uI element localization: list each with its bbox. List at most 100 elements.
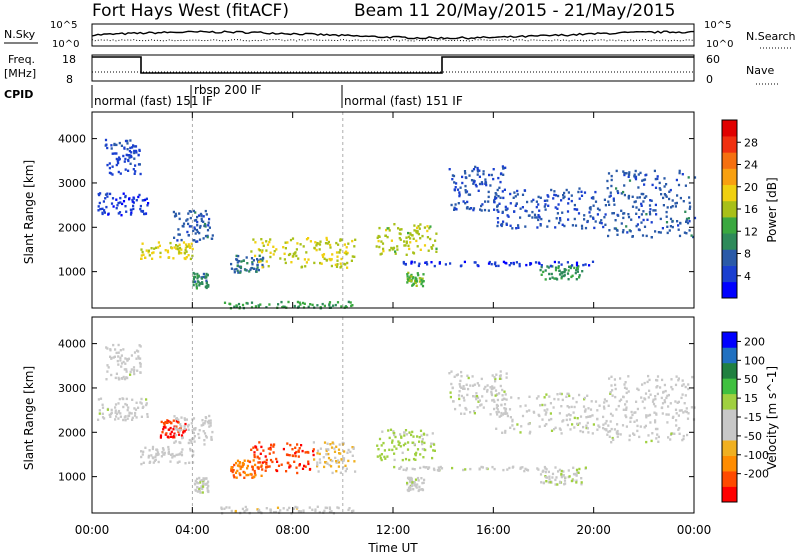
data-cell	[622, 395, 625, 398]
data-cell	[417, 479, 420, 482]
data-cell	[139, 362, 142, 366]
data-cell	[235, 254, 238, 258]
data-cell	[572, 411, 575, 414]
data-cell	[478, 384, 481, 387]
data-cell	[294, 505, 297, 509]
data-cell	[458, 193, 461, 196]
data-cell	[145, 197, 148, 200]
data-cell	[195, 285, 198, 288]
data-cell	[613, 428, 616, 431]
data-cell	[484, 178, 487, 181]
data-cell	[200, 277, 203, 280]
y-tick-label: 1000	[58, 471, 86, 484]
data-cell	[131, 146, 134, 149]
data-cell	[488, 173, 491, 177]
data-cell	[410, 484, 414, 488]
data-cell	[394, 252, 397, 255]
data-cell	[604, 213, 607, 216]
data-cell	[548, 478, 551, 481]
data-cell	[250, 257, 254, 260]
data-cell	[676, 220, 679, 223]
data-cell	[689, 205, 692, 208]
data-cell	[504, 409, 507, 412]
data-cell	[268, 303, 271, 306]
data-cell	[309, 303, 312, 306]
data-cell	[393, 452, 396, 455]
data-cell	[427, 249, 430, 252]
freq-label: Freq.	[8, 53, 35, 66]
data-cell	[194, 280, 197, 283]
data-cell	[622, 170, 625, 173]
data-cell	[500, 172, 503, 175]
data-cell	[128, 411, 131, 414]
data-cell	[308, 506, 311, 509]
data-cell	[338, 251, 341, 254]
data-cell	[117, 201, 120, 205]
data-cell	[625, 172, 628, 175]
data-cell	[682, 437, 685, 441]
data-cell	[468, 174, 471, 177]
data-cell	[418, 280, 421, 283]
data-cell	[537, 203, 540, 206]
data-cell	[560, 275, 563, 278]
data-cell	[245, 269, 248, 272]
data-cell	[351, 255, 354, 258]
data-cell	[399, 238, 402, 241]
data-cell	[403, 434, 406, 437]
data-cell	[565, 418, 568, 422]
x-tick-label: 20:00	[576, 523, 611, 537]
data-cell	[551, 476, 554, 479]
data-cell	[673, 432, 676, 435]
data-cell	[536, 226, 539, 229]
data-cell	[295, 450, 298, 454]
data-cell	[176, 245, 179, 248]
data-cell	[172, 257, 175, 260]
data-cell	[588, 211, 591, 214]
data-cell	[305, 251, 308, 254]
data-cell	[203, 222, 207, 226]
data-cell	[562, 470, 565, 473]
data-cell	[137, 355, 140, 358]
data-cell	[657, 440, 660, 443]
data-cell	[460, 375, 463, 378]
data-cell	[405, 236, 408, 239]
data-cell	[265, 465, 268, 469]
data-cell	[610, 174, 613, 178]
data-cell	[347, 459, 350, 463]
data-cell	[494, 377, 497, 381]
data-cell	[495, 427, 498, 430]
data-cell	[573, 426, 576, 429]
data-cell	[677, 377, 680, 380]
data-cell	[422, 465, 425, 469]
colorbar-tick-label: 20	[744, 181, 758, 194]
colorbar-block	[722, 184, 737, 202]
data-cell	[329, 243, 332, 247]
data-cell	[421, 440, 424, 443]
data-cell	[645, 414, 648, 417]
data-cell	[412, 283, 415, 286]
data-cell	[575, 269, 578, 272]
data-cell	[674, 408, 678, 411]
data-cell	[196, 274, 199, 278]
data-cell	[198, 238, 202, 241]
data-cell	[263, 460, 266, 464]
data-cell	[483, 208, 487, 212]
data-cell	[537, 218, 540, 222]
data-cell	[133, 372, 136, 376]
data-cell	[249, 472, 252, 476]
data-cell	[194, 240, 198, 243]
data-cell	[410, 279, 413, 282]
data-cell	[190, 440, 193, 443]
data-cell	[169, 432, 172, 436]
data-cell	[646, 218, 649, 221]
data-cell	[413, 443, 416, 446]
data-cell	[560, 469, 563, 473]
data-cell	[567, 197, 570, 201]
data-cell	[335, 241, 338, 245]
data-cell	[202, 272, 205, 276]
data-cell	[403, 240, 406, 243]
data-cell	[511, 420, 514, 423]
data-cell	[548, 475, 551, 478]
data-cell	[299, 243, 302, 246]
data-cell	[122, 348, 125, 351]
